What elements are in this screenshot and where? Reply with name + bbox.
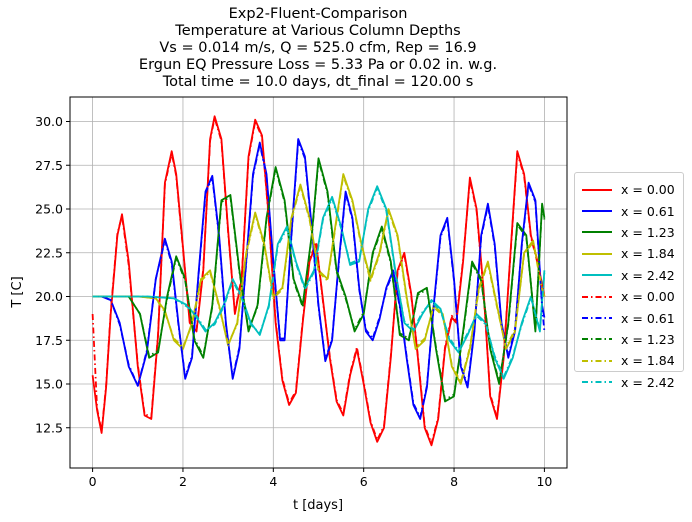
- legend-label: x = 2.42: [621, 374, 675, 390]
- legend-item: x = 2.42: [575, 372, 683, 393]
- legend-swatch: [582, 205, 612, 217]
- x-tick-label: 0: [89, 474, 97, 489]
- legend-label: x = 2.42: [621, 267, 675, 283]
- title-line: Total time = 10.0 days, dt_final = 120.0…: [162, 74, 474, 90]
- legend-swatch: [582, 355, 612, 367]
- y-axis-label: T [C]: [10, 276, 25, 308]
- x-tick-label: 6: [360, 474, 368, 489]
- legend-swatch: [582, 376, 612, 388]
- x-tick-label: 4: [269, 474, 277, 489]
- y-tick-label: 17.5: [35, 333, 63, 348]
- legend: x = 0.00 x = 0.61 x = 1.23 x = 1.84 x = 2.42…: [574, 172, 684, 390]
- title-line: Exp2-Fluent-Comparison: [228, 6, 408, 22]
- y-tick-label: 20.0: [35, 289, 63, 304]
- plot-frame: [69, 96, 568, 469]
- legend-item: x = 1.84: [575, 350, 683, 371]
- legend-item: x = 2.42: [575, 265, 683, 286]
- legend-label: x = 0.61: [621, 310, 675, 326]
- series-lines: [91, 115, 546, 447]
- legend-swatch: [582, 226, 612, 238]
- y-tick-label: 27.5: [35, 158, 63, 173]
- legend-label: x = 0.00: [621, 289, 675, 305]
- x-tick-label: 10: [536, 474, 552, 489]
- x-tick-label: 2: [179, 474, 187, 489]
- legend-swatch: [582, 291, 612, 303]
- legend-label: x = 1.23: [621, 224, 675, 240]
- y-tick-label: 12.5: [35, 420, 63, 435]
- legend-item: x = 0.00: [575, 179, 683, 200]
- title-line: Temperature at Various Column Depths: [175, 23, 461, 39]
- x-tick-label: 8: [450, 474, 458, 489]
- legend-item: x = 1.23: [575, 329, 683, 350]
- title-line: Ergun EQ Pressure Loss = 5.33 Pa or 0.02…: [138, 57, 498, 73]
- legend-label: x = 1.84: [621, 246, 675, 262]
- series-line-7: [92, 159, 546, 401]
- legend-item: x = 0.61: [575, 307, 683, 328]
- y-tick-label: 15.0: [35, 377, 63, 392]
- legend-swatch: [582, 248, 612, 260]
- legend-swatch: [582, 269, 612, 281]
- legend-item: x = 1.23: [575, 222, 683, 243]
- chart-title: Exp2-Fluent-Comparison Temperature at Var…: [0, 6, 636, 91]
- legend-label: x = 0.61: [621, 203, 675, 219]
- legend-swatch: [582, 312, 612, 324]
- series-line-8: [92, 174, 546, 384]
- legend-swatch: [582, 184, 612, 196]
- legend-label: x = 1.23: [621, 331, 675, 347]
- legend-label: x = 0.00: [621, 182, 675, 198]
- legend-swatch: [582, 333, 612, 345]
- y-tick-label: 30.0: [35, 114, 63, 129]
- legend-item: x = 1.84: [575, 243, 683, 264]
- x-axis-label: t [days]: [293, 498, 343, 513]
- series-line-9: [92, 187, 546, 378]
- axis-ticks: 0 2 4 6 8 10 12.5 15.0 17.5 20.0 22.5 25.0 27.5 30.0: [35, 114, 552, 489]
- y-tick-label: 22.5: [35, 245, 63, 260]
- legend-item: x = 0.61: [575, 200, 683, 221]
- legend-label: x = 1.84: [621, 353, 675, 369]
- legend-item: x = 0.00: [575, 286, 683, 307]
- title-line: Vs = 0.014 m/s, Q = 525.0 cfm, Rep = 16.…: [159, 40, 477, 56]
- y-tick-label: 25.0: [35, 202, 63, 217]
